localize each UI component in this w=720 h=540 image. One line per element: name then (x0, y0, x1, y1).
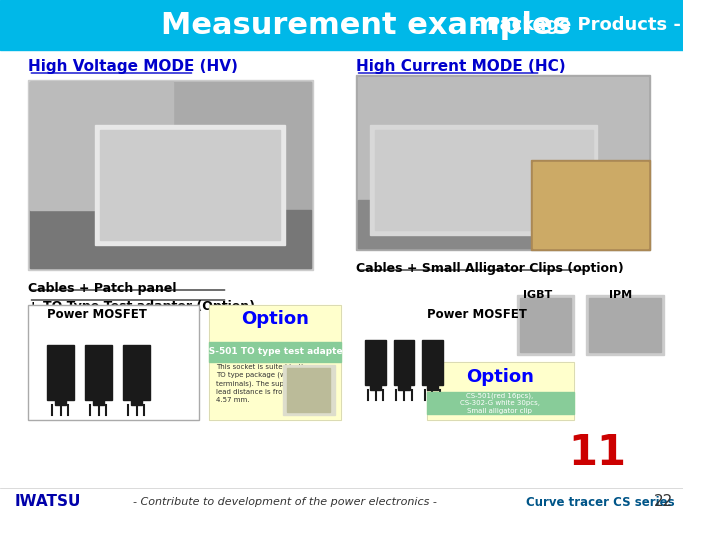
Bar (531, 160, 649, 250)
Bar (358, 200, 547, 248)
Bar (123, 345, 150, 400)
Bar (427, 382, 438, 390)
Bar (93, 395, 104, 405)
Text: Cables + Small Alligator Clips (option): Cables + Small Alligator Clips (option) (356, 262, 624, 275)
Text: IPM: IPM (609, 290, 632, 300)
Bar (209, 305, 341, 420)
Bar (30, 210, 311, 268)
Bar (356, 75, 649, 250)
Bar (370, 382, 382, 390)
Text: IWATSU: IWATSU (14, 495, 81, 510)
Text: Curve tracer CS series: Curve tracer CS series (526, 496, 675, 509)
Text: Measurement examples: Measurement examples (161, 10, 571, 39)
Bar (427, 392, 574, 414)
Text: Power MOSFET: Power MOSFET (48, 308, 148, 321)
Bar (427, 362, 574, 420)
Bar (374, 130, 593, 230)
Text: - Package Products -: - Package Products - (467, 16, 680, 34)
Text: Power MOSFET: Power MOSFET (427, 308, 526, 321)
Text: This socket is suited to the
TO type package (with 3
terminals). The supported
l: This socket is suited to the TO type pac… (216, 364, 316, 403)
Bar (358, 77, 648, 248)
Bar (30, 82, 311, 268)
Bar (48, 345, 74, 400)
Text: Cables + Patch panel
+ TO Type Test adaptor (Option): Cables + Patch panel + TO Type Test adap… (29, 282, 256, 313)
Bar (398, 382, 410, 390)
Text: 22: 22 (654, 495, 673, 510)
Bar (589, 298, 661, 352)
Text: CS-501(red 16pcs),
CS-302-G white 30pcs,
Small alligator clip: CS-501(red 16pcs), CS-302-G white 30pcs,… (460, 392, 540, 414)
Text: 11: 11 (569, 432, 626, 474)
Bar (0, 0, 683, 50)
Bar (30, 82, 311, 210)
Text: IGBT: IGBT (523, 290, 553, 300)
Bar (586, 295, 664, 355)
Bar (283, 365, 335, 415)
Bar (55, 395, 66, 405)
Text: High Voltage MODE (HV): High Voltage MODE (HV) (29, 58, 238, 73)
Text: High Current MODE (HC): High Current MODE (HC) (356, 58, 565, 73)
Bar (86, 345, 112, 400)
Bar (427, 362, 574, 420)
Bar (29, 305, 199, 420)
Bar (394, 340, 415, 385)
Bar (520, 298, 571, 352)
Bar (358, 77, 648, 200)
Bar (422, 340, 443, 385)
Bar (99, 130, 280, 240)
Text: CS-501 TO type test adapter: CS-501 TO type test adapter (202, 348, 348, 356)
Text: Option: Option (241, 310, 309, 328)
Bar (287, 368, 330, 412)
Bar (365, 340, 386, 385)
Bar (29, 305, 199, 420)
Bar (517, 295, 574, 355)
Bar (95, 125, 284, 245)
Bar (30, 82, 173, 210)
Text: - Contribute to development of the power electronics -: - Contribute to development of the power… (132, 497, 436, 507)
Bar (209, 342, 341, 362)
Bar (29, 80, 313, 270)
Bar (370, 125, 598, 235)
Bar (209, 305, 341, 420)
Bar (131, 395, 143, 405)
Bar (533, 162, 648, 248)
Text: Option: Option (466, 368, 534, 386)
